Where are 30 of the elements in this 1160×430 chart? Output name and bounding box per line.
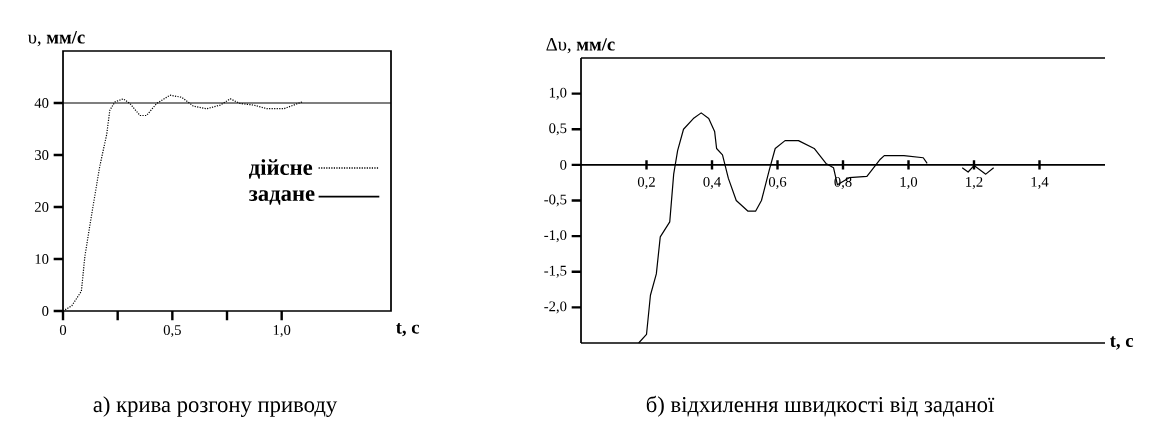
- y-tick-label: -1,5: [544, 265, 567, 278]
- y-tick-label: -2,0: [544, 301, 567, 314]
- y-tick-label: 0: [42, 306, 49, 316]
- legend-label: задане: [248, 190, 315, 205]
- x-tick-label: 0,5: [163, 325, 181, 338]
- y-tick-label: -1,0: [544, 230, 567, 243]
- x-tick-label: 1,4: [1031, 176, 1049, 189]
- legend-label: дійсне: [248, 159, 313, 179]
- x-tick-label: 0,2: [637, 176, 655, 189]
- y-tick-label: 30: [35, 150, 49, 160]
- x-tick-label: 1,0: [273, 325, 291, 338]
- x-axis-title: t, с: [396, 322, 420, 337]
- text: б) відхилення швидкості від заданої: [646, 395, 995, 417]
- y-tick-label: 0: [560, 159, 567, 170]
- x-tick-label: 0,6: [768, 176, 787, 189]
- y-tick-label: -0,5: [544, 194, 567, 207]
- x-tick-label: 0: [59, 325, 67, 335]
- x-axis-title: t, с: [1110, 336, 1134, 350]
- y-tick-label: 40: [34, 98, 49, 108]
- y-tick-label: 20: [34, 202, 49, 212]
- x-tick-label: 1,0: [900, 176, 918, 189]
- x-tick-label: 0,4: [703, 176, 721, 189]
- y-tick-label: 0,5: [549, 123, 567, 136]
- x-tick-label: 1,2: [966, 176, 983, 189]
- text: а) крива розгону приводу: [93, 396, 338, 417]
- y-axis-title: Δυ, мм/с: [546, 38, 615, 54]
- y-tick-label: 10: [35, 254, 49, 264]
- x-tick-label: 0,8: [834, 176, 852, 189]
- y-axis-title: υ, мм/с: [27, 31, 85, 47]
- y-tick-label: 1,0: [549, 87, 567, 100]
